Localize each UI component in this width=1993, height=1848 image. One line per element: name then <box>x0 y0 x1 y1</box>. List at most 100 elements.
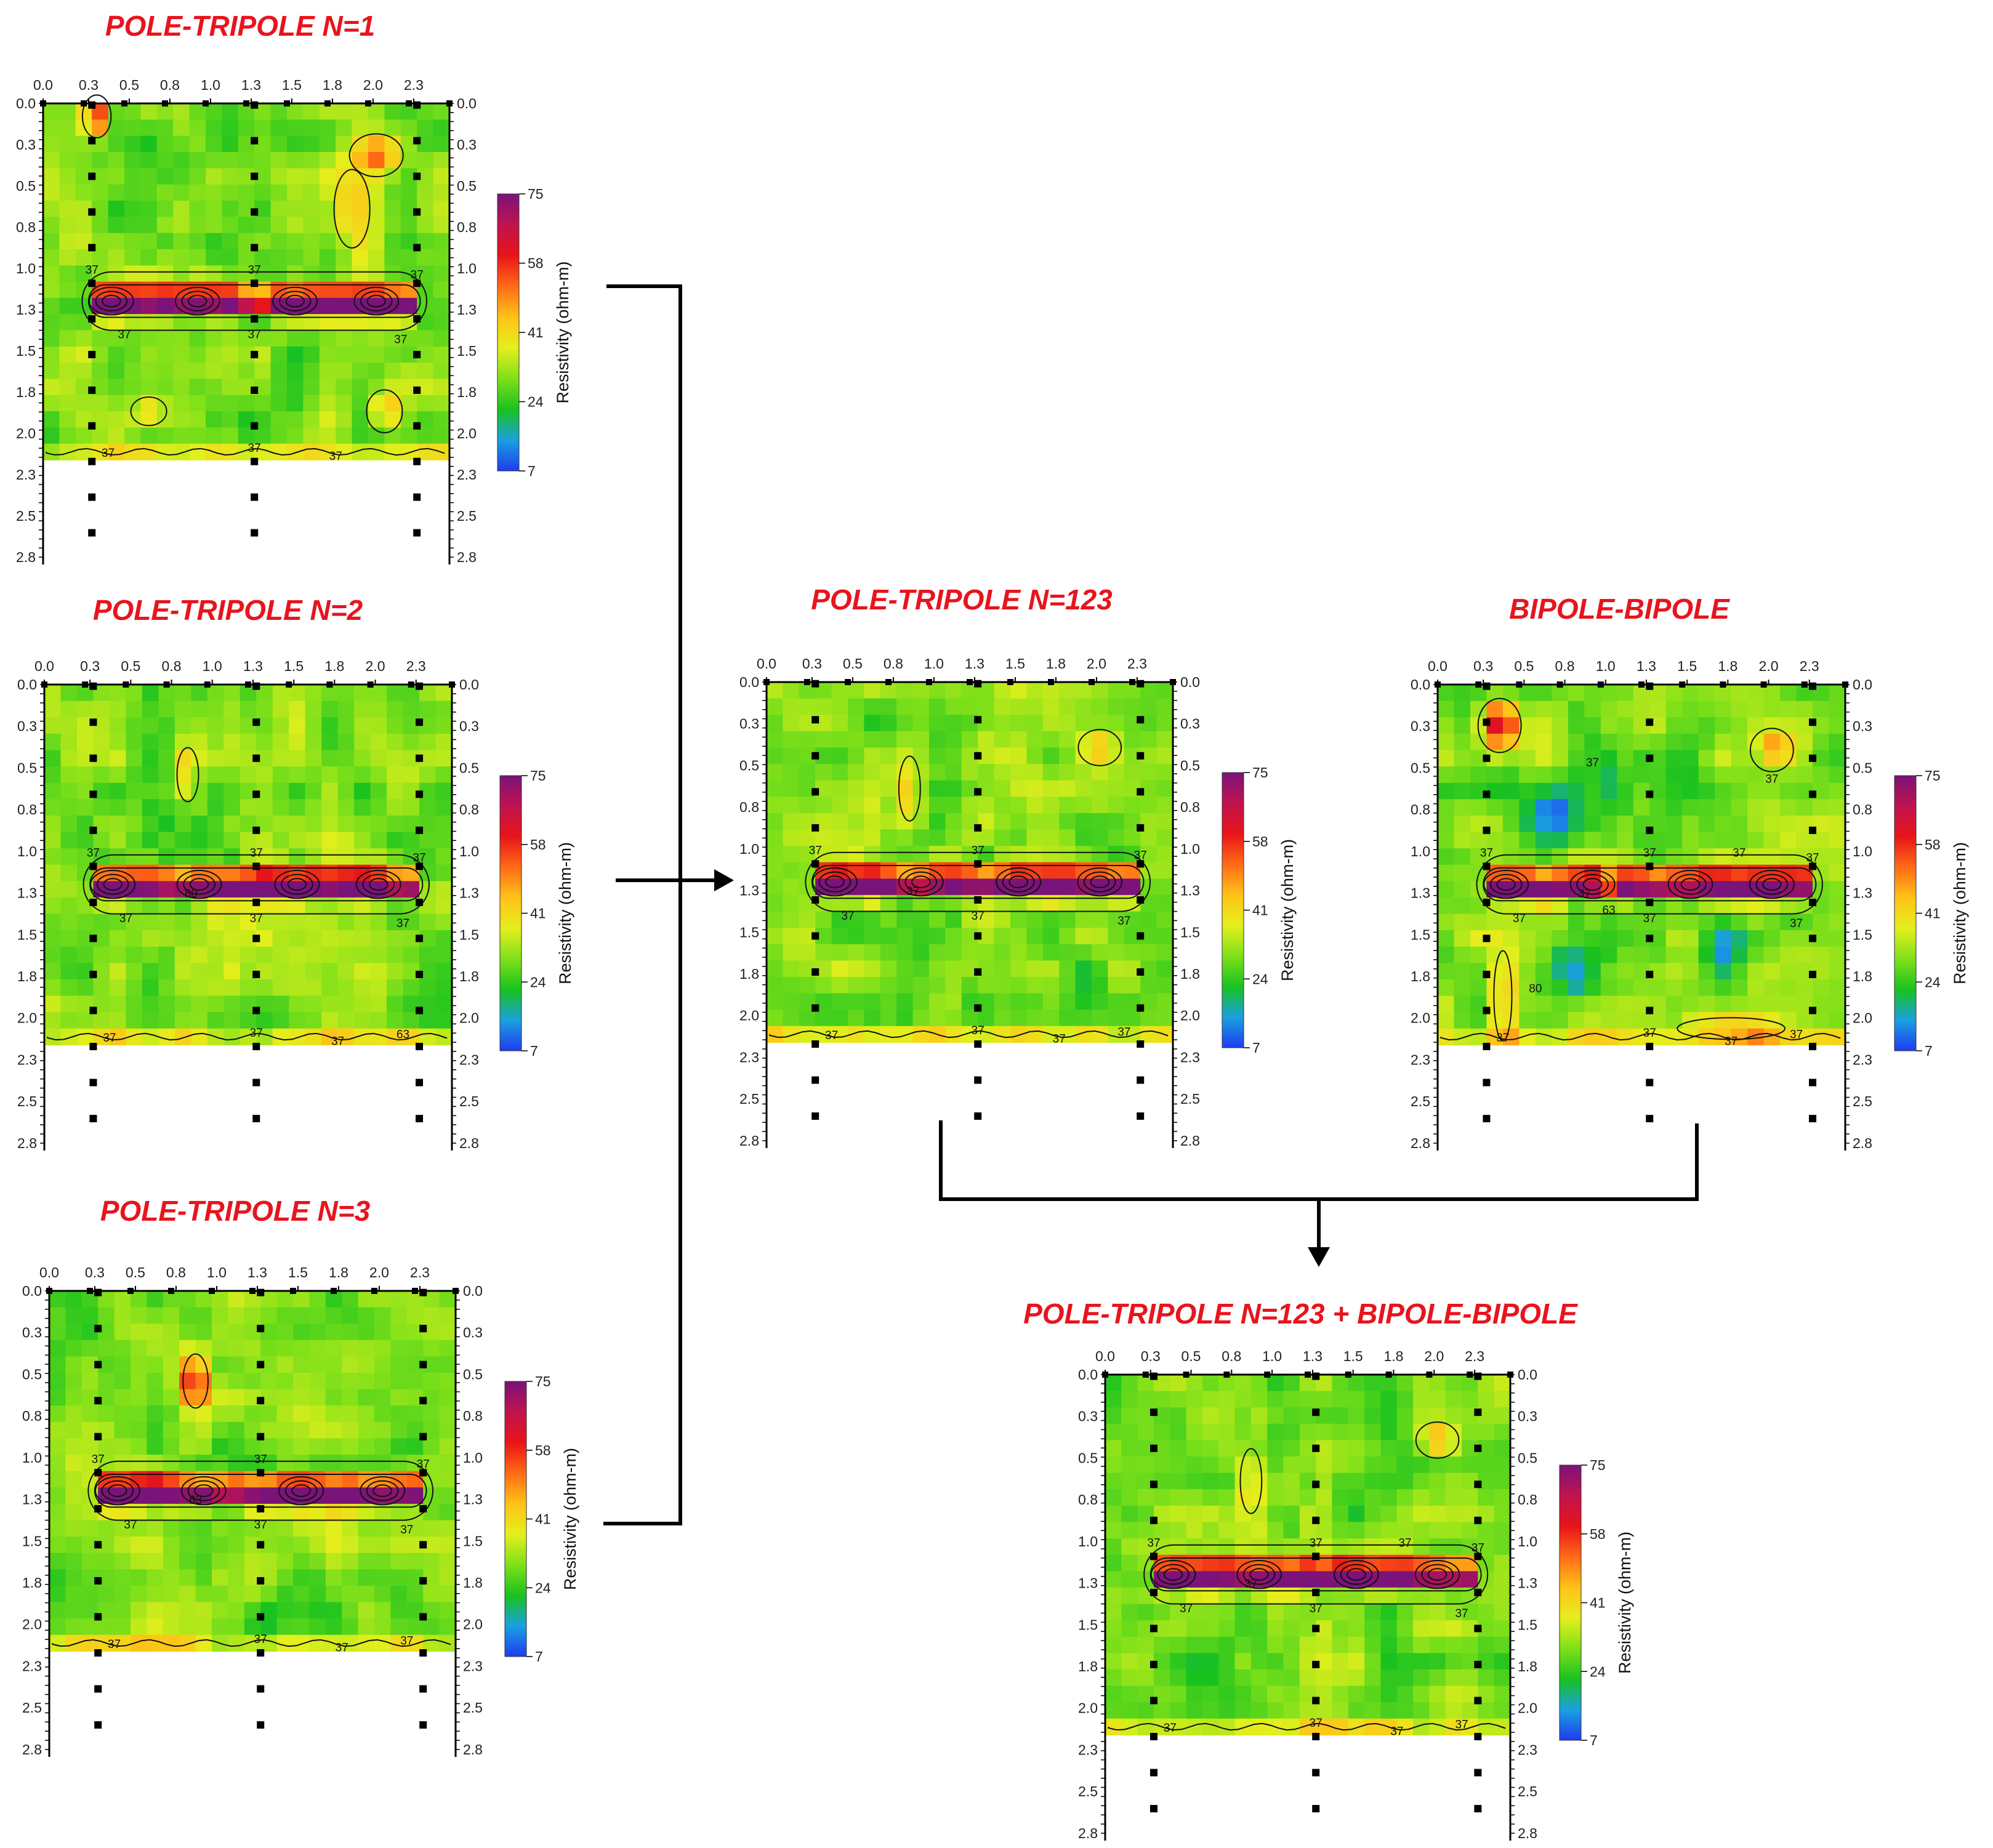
electrode-marker <box>1474 1408 1482 1416</box>
heatmap-cell <box>158 897 175 915</box>
heatmap-cell <box>419 848 437 866</box>
heatmap-cell <box>287 379 304 396</box>
heatmap-cell <box>93 701 110 718</box>
heatmap-cell <box>783 682 800 699</box>
heatmap-cell <box>1731 832 1748 849</box>
heatmap-cell <box>374 1537 392 1554</box>
heatmap-cell <box>126 914 143 931</box>
heatmap-cell <box>43 346 60 363</box>
heatmap-cell <box>319 363 336 380</box>
heatmap-cell <box>140 443 158 460</box>
heatmap-cell <box>195 1537 212 1554</box>
heatmap-cell <box>1202 1538 1220 1556</box>
heatmap-cell <box>1042 911 1060 928</box>
heatmap-cell <box>1121 1522 1138 1539</box>
heatmap-cell <box>1250 1391 1268 1408</box>
heatmap-cell <box>864 731 881 749</box>
heatmap-cell <box>207 701 225 718</box>
heatmap-cell <box>173 217 190 234</box>
heatmap-cell <box>848 928 865 945</box>
heatmap-cell <box>1153 1456 1171 1474</box>
heatmap-cell <box>189 427 206 444</box>
heatmap-cell <box>109 733 127 751</box>
heatmap-cell <box>1026 731 1044 749</box>
heatmap-cell <box>272 914 289 931</box>
heatmap-cell <box>1568 1028 1585 1046</box>
heatmap-cell <box>254 363 272 380</box>
heatmap-cell <box>60 848 78 866</box>
heatmap-cell <box>1731 701 1748 718</box>
heatmap-cell <box>43 363 60 380</box>
electrode-marker <box>251 172 259 180</box>
x-tick-label: 0.3 <box>80 658 100 674</box>
heatmap-cell <box>945 715 962 732</box>
heatmap-cell <box>419 832 437 849</box>
heatmap-cell <box>384 200 401 218</box>
heatmap-cell <box>325 1455 342 1472</box>
electrode-marker <box>974 680 982 688</box>
heatmap-cell <box>978 911 995 928</box>
heatmap-cell <box>49 1438 66 1455</box>
heatmap-cell <box>260 1405 278 1423</box>
heatmap-cell <box>1153 1702 1171 1719</box>
heatmap-cell <box>896 715 914 732</box>
heatmap-cell <box>206 265 223 283</box>
heatmap-cell <box>1715 979 1732 997</box>
heatmap-cell <box>272 717 289 734</box>
heatmap-cell <box>387 815 404 833</box>
heatmap-cell <box>880 764 897 781</box>
heatmap-cell <box>303 427 320 444</box>
heatmap-cell <box>207 946 225 964</box>
heatmap-cell <box>325 1537 342 1554</box>
heatmap-cell <box>342 1520 359 1537</box>
heatmap-cell <box>354 799 371 816</box>
heatmap-cell <box>1731 799 1748 816</box>
heatmap-cell <box>1075 976 1092 994</box>
heatmap-cell <box>423 1585 440 1603</box>
electrode-marker <box>419 1685 427 1693</box>
y-tick-label-left: 2.3 <box>1411 1051 1430 1067</box>
heatmap-cell <box>1454 946 1471 964</box>
heatmap-cell <box>1552 881 1569 898</box>
heatmap-cell <box>1494 1685 1511 1703</box>
heatmap-cell <box>1462 1604 1479 1621</box>
heatmap-cell <box>1108 960 1125 978</box>
heatmap-cell <box>831 928 848 945</box>
y-tick-label-left: 0.3 <box>16 137 36 153</box>
heatmap-cell <box>1633 766 1651 784</box>
heatmap-cell <box>783 780 800 798</box>
heatmap-cell <box>352 363 369 380</box>
heatmap-cell <box>929 928 946 945</box>
heatmap-cell <box>256 799 273 816</box>
heatmap-cell <box>423 1340 440 1357</box>
heatmap-cell <box>417 119 434 137</box>
heatmap-cell <box>1715 995 1732 1013</box>
electrode-marker <box>974 1004 982 1012</box>
y-tick-label-left: 1.5 <box>22 1533 42 1549</box>
heatmap-cell <box>309 1553 326 1570</box>
heatmap-cell <box>435 1012 453 1029</box>
heatmap-cell <box>1584 995 1601 1013</box>
heatmap-cell <box>1617 979 1634 997</box>
heatmap-cell <box>1715 750 1732 767</box>
heatmap-cell <box>195 1585 212 1603</box>
heatmap-cell <box>76 914 94 931</box>
heatmap-cell <box>1042 976 1060 994</box>
heatmap-cell <box>831 764 848 781</box>
heatmap-cell <box>1478 1456 1495 1474</box>
heatmap-cell <box>831 747 848 765</box>
heatmap-cell <box>287 217 304 234</box>
heatmap-cell <box>1780 897 1797 915</box>
heatmap-cell <box>1494 1604 1511 1621</box>
contour-label: 37 <box>250 1027 263 1040</box>
heatmap-cell <box>60 766 78 784</box>
heatmap-cell <box>406 1553 424 1570</box>
contour-line <box>818 871 852 893</box>
heatmap-cell <box>1250 1718 1268 1736</box>
electrode-marker <box>252 754 260 762</box>
heatmap-cell <box>864 764 881 781</box>
heatmap-cell <box>1796 1028 1813 1046</box>
heatmap-cell <box>1108 797 1125 814</box>
heatmap-cell <box>354 832 371 849</box>
